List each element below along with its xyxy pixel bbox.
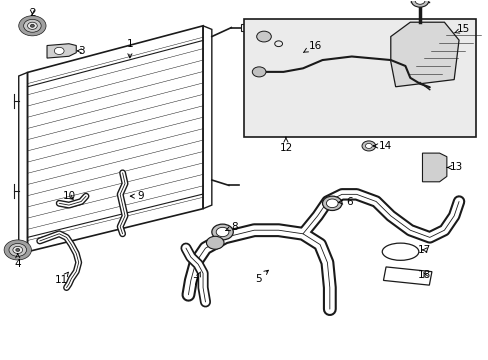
Circle shape — [326, 199, 337, 208]
Circle shape — [252, 67, 265, 77]
Text: 13: 13 — [446, 162, 462, 172]
Text: 5: 5 — [254, 270, 268, 284]
Text: 2: 2 — [29, 8, 36, 18]
Polygon shape — [47, 44, 76, 58]
Circle shape — [27, 22, 37, 30]
Polygon shape — [422, 153, 446, 182]
Text: 14: 14 — [373, 141, 392, 151]
Text: 7: 7 — [192, 272, 200, 287]
Text: 1: 1 — [126, 39, 133, 58]
Text: 11: 11 — [55, 272, 68, 285]
Circle shape — [16, 248, 20, 251]
Text: 12: 12 — [279, 137, 292, 153]
Circle shape — [9, 243, 26, 256]
Text: 3: 3 — [77, 46, 84, 56]
Text: 4: 4 — [15, 253, 21, 269]
Circle shape — [365, 143, 371, 148]
Circle shape — [414, 0, 424, 4]
Text: 6: 6 — [338, 197, 352, 207]
Text: 10: 10 — [62, 191, 75, 201]
Circle shape — [19, 16, 46, 36]
Circle shape — [4, 240, 31, 260]
Circle shape — [23, 19, 41, 32]
Circle shape — [30, 24, 34, 27]
Circle shape — [216, 227, 228, 237]
Circle shape — [322, 196, 341, 211]
Text: 16: 16 — [303, 41, 321, 53]
Polygon shape — [390, 22, 458, 87]
Text: 18: 18 — [417, 270, 430, 280]
Circle shape — [410, 0, 428, 7]
Text: 9: 9 — [130, 191, 144, 201]
Circle shape — [256, 31, 271, 42]
Bar — [383, 267, 431, 285]
Text: 17: 17 — [417, 245, 430, 255]
Circle shape — [13, 246, 22, 253]
Circle shape — [54, 47, 64, 54]
Circle shape — [206, 236, 224, 249]
Text: 15: 15 — [453, 24, 469, 35]
Circle shape — [361, 141, 375, 151]
Text: 8: 8 — [225, 222, 238, 231]
Circle shape — [211, 224, 233, 240]
Bar — [244, 19, 475, 137]
